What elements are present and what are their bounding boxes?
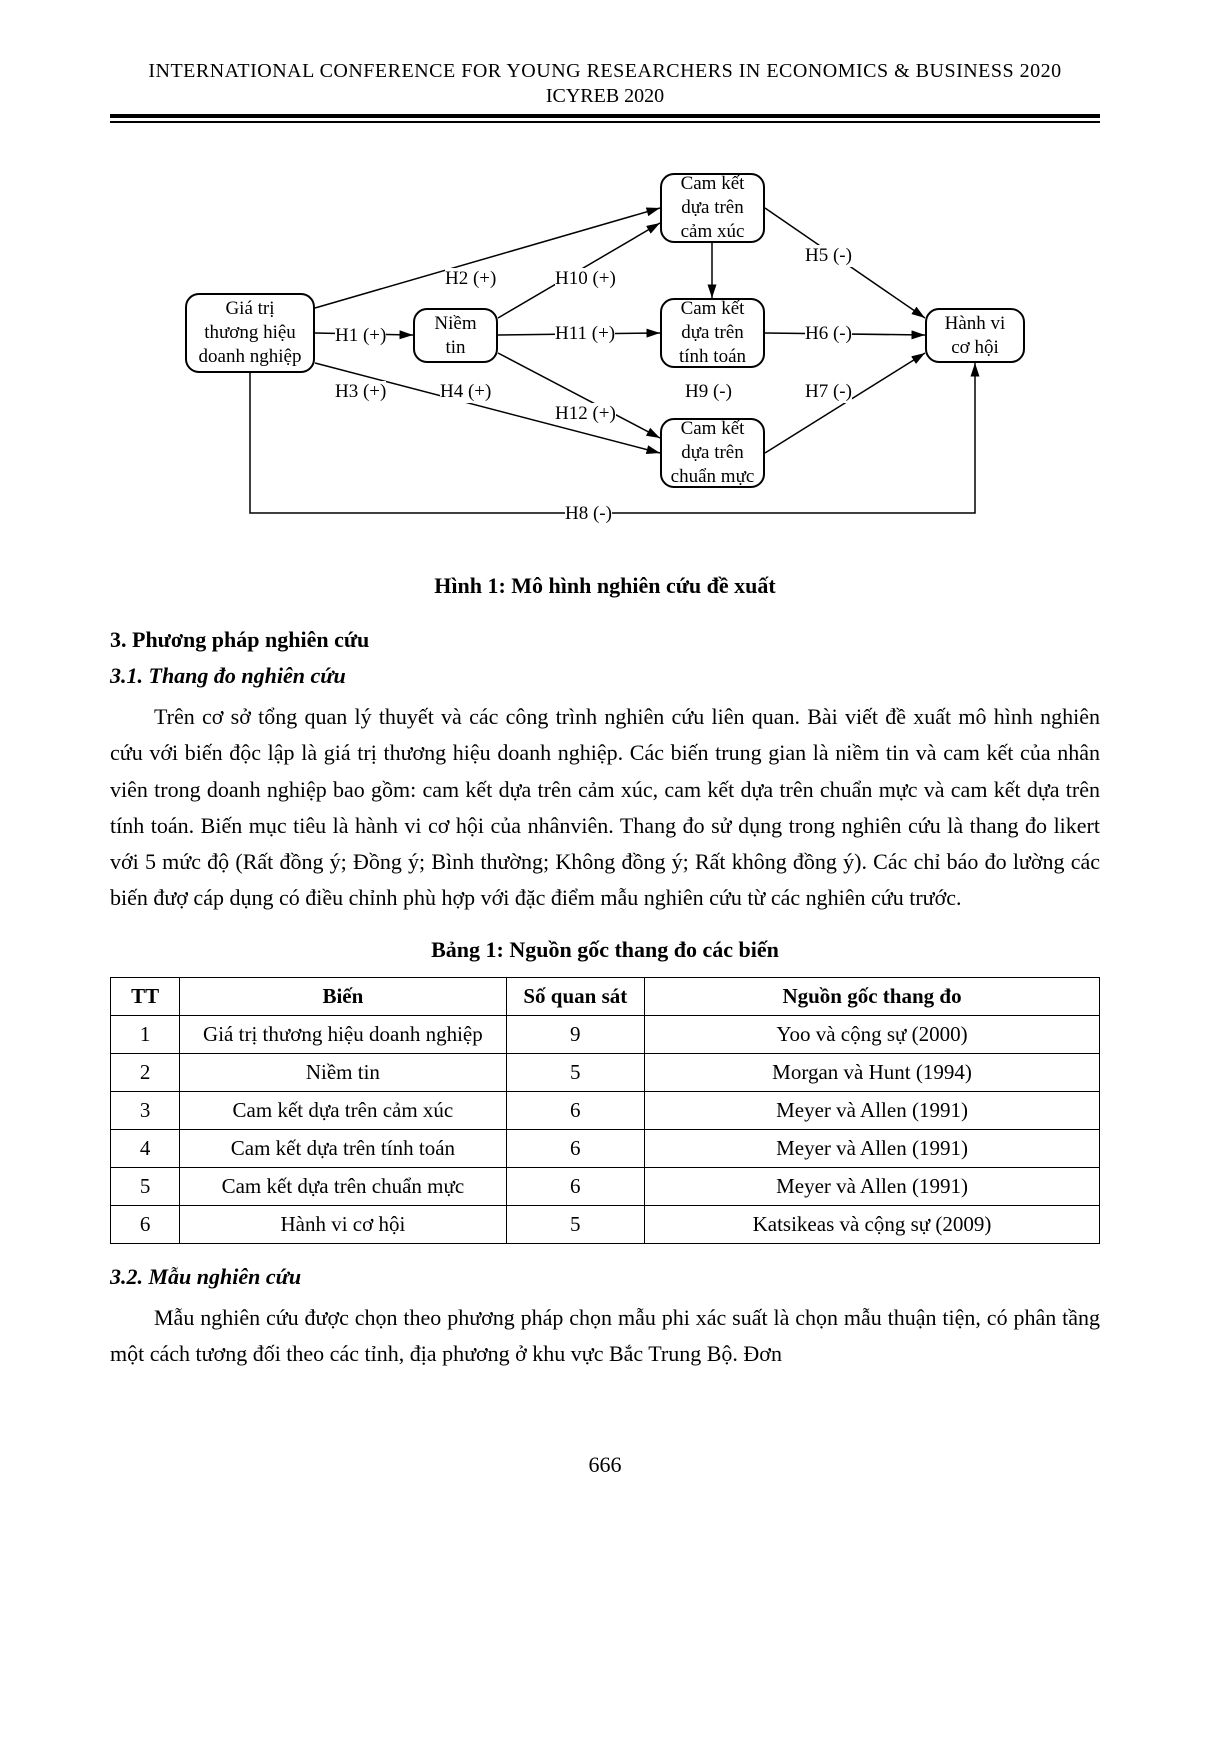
section-3-1-heading: 3.1. Thang đo nghiên cứu: [110, 663, 1100, 689]
table-row: 1Giá trị thương hiệu doanh nghiệp9Yoo và…: [111, 1015, 1100, 1053]
diagram-edge: [498, 353, 660, 438]
table-cell: Hành vi cơ hội: [180, 1205, 506, 1243]
table-cell: 6: [111, 1205, 180, 1243]
table-row: 4Cam kết dựa trên tính toán6Meyer và All…: [111, 1129, 1100, 1167]
diagram-label: H3 (+): [335, 381, 386, 403]
section-3-2-heading: 3.2. Mẫu nghiên cứu: [110, 1264, 1100, 1290]
table-row: 2Niềm tin5Morgan và Hunt (1994): [111, 1053, 1100, 1091]
diagram-label: H1 (+): [335, 325, 386, 347]
rule-thin: [110, 121, 1100, 123]
diagram-node-ckcm: Cam kết dựa trên chuẩn mực: [660, 418, 765, 488]
table-row: 3Cam kết dựa trên cảm xúc6Meyer và Allen…: [111, 1091, 1100, 1129]
table-cell: Meyer và Allen (1991): [645, 1129, 1100, 1167]
diagram-node-niem: Niềm tin: [413, 308, 498, 363]
header-subtitle: ICYREB 2020: [110, 85, 1100, 108]
diagram-node-hvch: Hành vi cơ hội: [925, 308, 1025, 363]
table-cell: Yoo và cộng sự (2000): [645, 1015, 1100, 1053]
section-3-1-paragraph: Trên cơ sở tổng quan lý thuyết và các cô…: [110, 699, 1100, 917]
table-cell: Morgan và Hunt (1994): [645, 1053, 1100, 1091]
table-header-cell: Số quan sát: [506, 977, 644, 1015]
diagram-node-cktt: Cam kết dựa trên tính toán: [660, 298, 765, 368]
table-cell: Cam kết dựa trên chuẩn mực: [180, 1167, 506, 1205]
page-number: 666: [110, 1452, 1100, 1478]
diagram-label: H8 (-): [565, 503, 612, 525]
diagram-node-ckcx: Cam kết dựa trên cảm xúc: [660, 173, 765, 243]
table-cell: Giá trị thương hiệu doanh nghiệp: [180, 1015, 506, 1053]
diagram-label: H12 (+): [555, 403, 616, 425]
diagram-label: H4 (+): [440, 381, 491, 403]
diagram-label: H9 (-): [685, 381, 732, 403]
table-cell: 1: [111, 1015, 180, 1053]
diagram-edge: [765, 353, 925, 453]
table-cell: Katsikeas và cộng sự (2009): [645, 1205, 1100, 1243]
table-cell: Cam kết dựa trên cảm xúc: [180, 1091, 506, 1129]
table-cell: 2: [111, 1053, 180, 1091]
table-cell: Cam kết dựa trên tính toán: [180, 1129, 506, 1167]
table-cell: Niềm tin: [180, 1053, 506, 1091]
table-row: 5Cam kết dựa trên chuẩn mực6Meyer và All…: [111, 1167, 1100, 1205]
table-cell: 6: [506, 1167, 644, 1205]
diagram-label: H6 (-): [805, 323, 852, 345]
diagram-label: H10 (+): [555, 268, 616, 290]
table-cell: 3: [111, 1091, 180, 1129]
diagram-node-gtth: Giá trị thương hiệu doanh nghiệp: [185, 293, 315, 373]
table-cell: 5: [111, 1167, 180, 1205]
rule-thick: [110, 114, 1100, 118]
header-title: INTERNATIONAL CONFERENCE FOR YOUNG RESEA…: [110, 60, 1100, 83]
table-cell: 6: [506, 1129, 644, 1167]
table-cell: 4: [111, 1129, 180, 1167]
table-cell: 5: [506, 1053, 644, 1091]
table-caption: Bảng 1: Nguồn gốc thang đo các biến: [110, 937, 1100, 963]
diagram-edge: [315, 208, 660, 308]
table-header-cell: TT: [111, 977, 180, 1015]
table-header-cell: Nguồn gốc thang đo: [645, 977, 1100, 1015]
table-header-row: TTBiếnSố quan sátNguồn gốc thang đo: [111, 977, 1100, 1015]
table-cell: Meyer và Allen (1991): [645, 1167, 1100, 1205]
table-header-cell: Biến: [180, 977, 506, 1015]
figure-caption: Hình 1: Mô hình nghiên cứu đề xuất: [110, 573, 1100, 599]
diagram-label: H2 (+): [445, 268, 496, 290]
table-row: 6Hành vi cơ hội5Katsikeas và cộng sự (20…: [111, 1205, 1100, 1243]
diagram-label: H11 (+): [555, 323, 615, 345]
section-3-2-paragraph: Mẫu nghiên cứu được chọn theo phương phá…: [110, 1300, 1100, 1373]
diagram-label: H5 (-): [805, 245, 852, 267]
page: INTERNATIONAL CONFERENCE FOR YOUNG RESEA…: [0, 0, 1210, 1528]
table-cell: 5: [506, 1205, 644, 1243]
table-cell: Meyer và Allen (1991): [645, 1091, 1100, 1129]
scale-sources-table: TTBiếnSố quan sátNguồn gốc thang đo1Giá …: [110, 977, 1100, 1244]
section-3-heading: 3. Phương pháp nghiên cứu: [110, 627, 1100, 653]
table-cell: 9: [506, 1015, 644, 1053]
diagram-label: H7 (-): [805, 381, 852, 403]
table-cell: 6: [506, 1091, 644, 1129]
research-model-diagram: Giá trị thương hiệu doanh nghiệp Niềm tin…: [185, 163, 1025, 543]
